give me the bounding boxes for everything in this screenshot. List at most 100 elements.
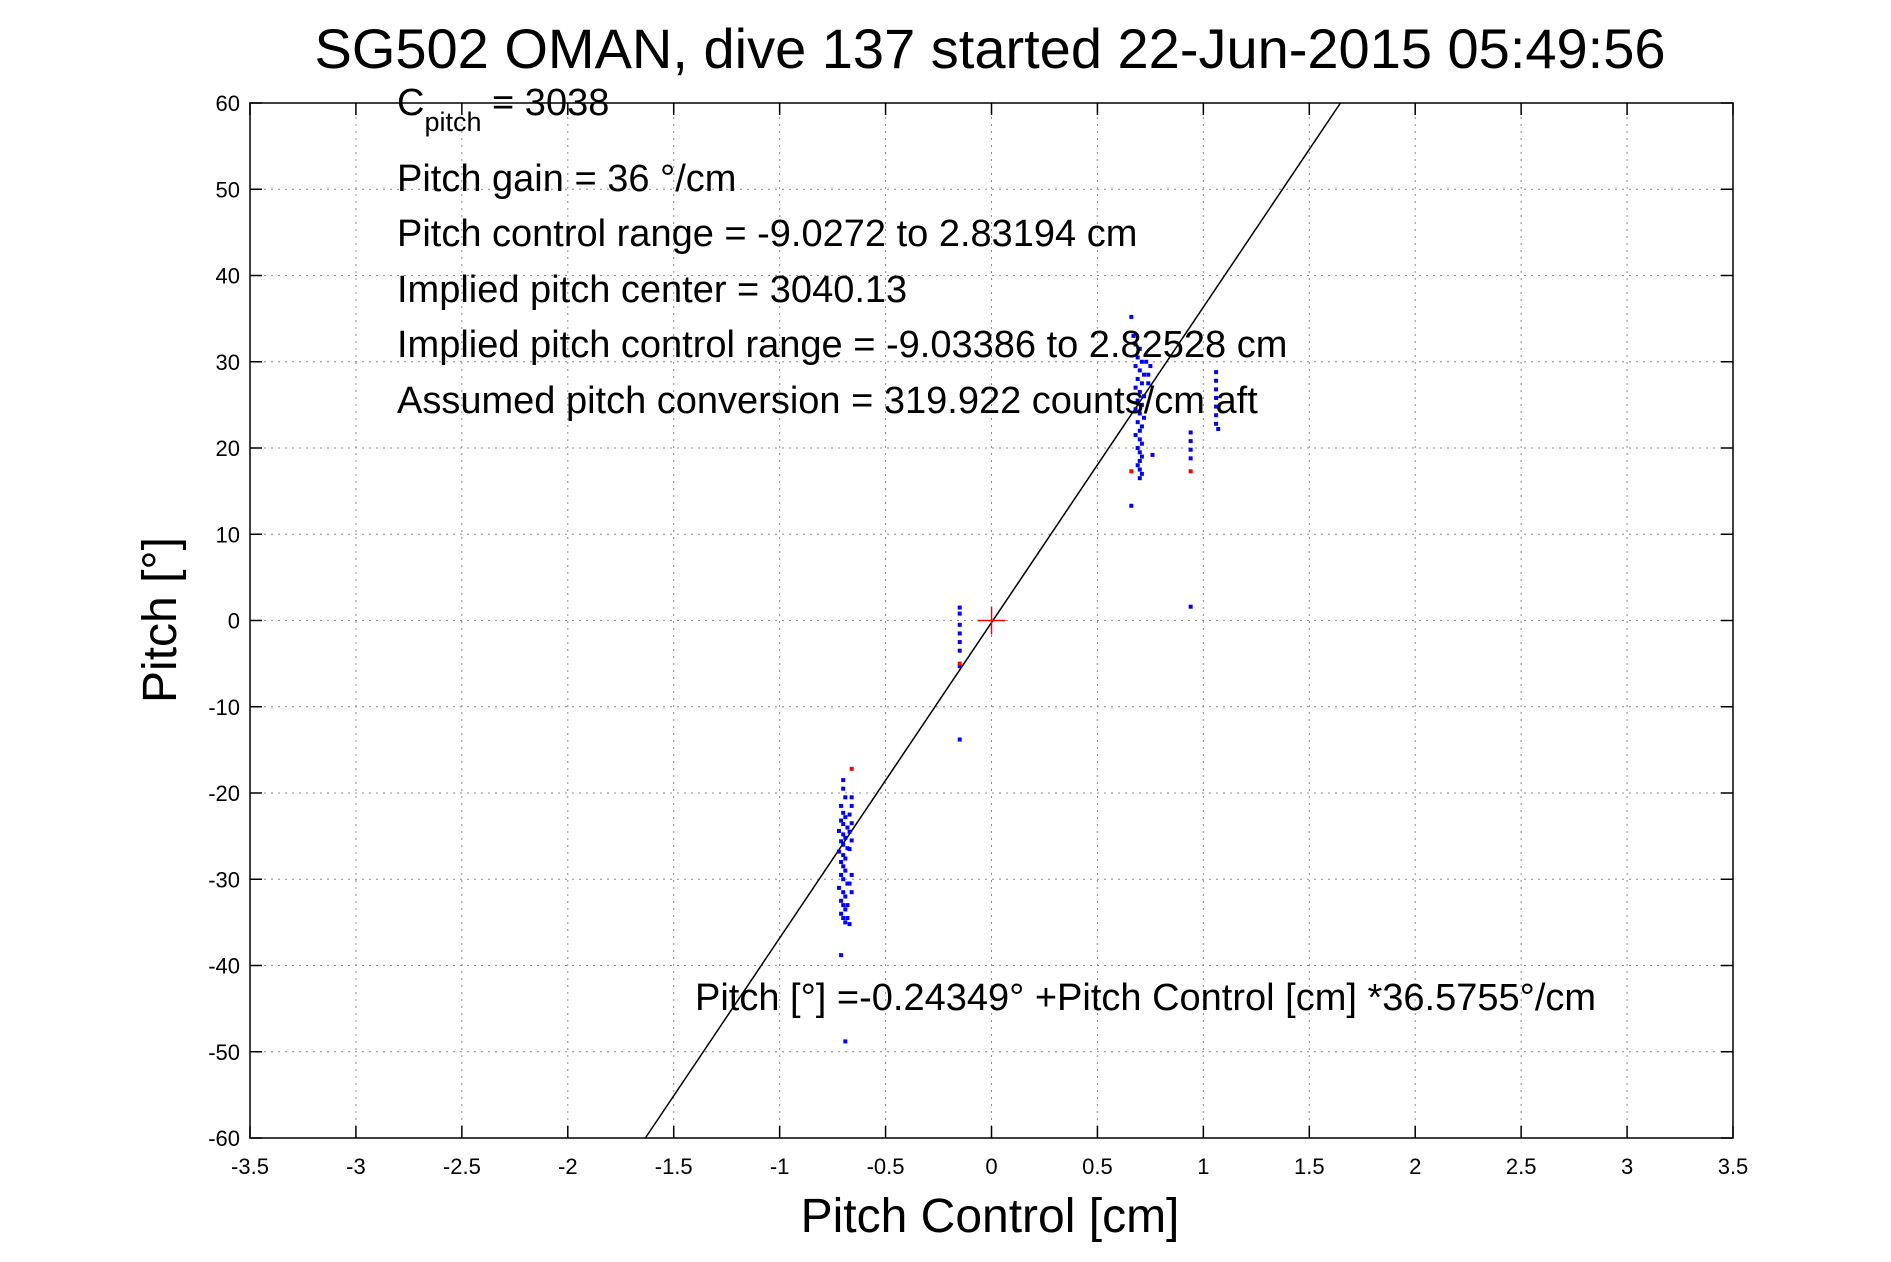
blue-data-point xyxy=(1139,381,1144,386)
blue-data-point xyxy=(1139,359,1144,364)
blue-data-point xyxy=(847,881,852,886)
blue-data-point xyxy=(849,803,854,808)
blue-data-point xyxy=(1144,359,1149,364)
blue-data-point xyxy=(836,885,841,890)
blue-data-point xyxy=(1214,387,1219,392)
blue-data-point xyxy=(849,795,854,800)
blue-data-point xyxy=(1137,346,1142,351)
blue-data-point xyxy=(1188,447,1193,452)
blue-data-point xyxy=(845,846,850,851)
y-tick-label: -10 xyxy=(208,695,240,720)
blue-data-point xyxy=(1139,402,1144,407)
blue-data-point xyxy=(957,611,962,616)
red-data-point xyxy=(1188,469,1193,474)
blue-data-point xyxy=(849,890,854,895)
y-tick-label: 20 xyxy=(216,436,240,461)
x-tick-label: -3 xyxy=(346,1154,366,1179)
blue-data-point xyxy=(1146,381,1151,386)
center-marker-group xyxy=(977,606,1006,635)
blue-data-point xyxy=(841,822,846,827)
blue-data-point xyxy=(1137,476,1142,481)
blue-data-point xyxy=(1148,364,1153,369)
blue-data-point xyxy=(839,953,844,958)
blue-data-point xyxy=(839,860,844,864)
blue-data-point xyxy=(839,803,844,808)
blue-data-point xyxy=(957,664,962,669)
blue-data-point xyxy=(847,829,852,834)
blue-data-point xyxy=(839,839,844,844)
blue-data-point xyxy=(839,911,844,916)
x-tick-label: 0 xyxy=(985,1154,997,1179)
blue-data-point xyxy=(1188,430,1193,435)
y-tick-label: -60 xyxy=(208,1126,240,1151)
blue-data-point xyxy=(841,864,846,869)
blue-data-point xyxy=(843,795,848,800)
x-tick-label: 2 xyxy=(1409,1154,1421,1179)
blue-data-point xyxy=(957,631,962,636)
blue-data-point xyxy=(1142,394,1147,399)
y-tick-label: -20 xyxy=(208,781,240,806)
x-tick-labels: -3.5 -3 -2.5 -2 -1.5 -1 -0.5 0 0.5 1 1.5 2 2.5 3 3.5 xyxy=(231,1154,1748,1179)
y-tick-label: -40 xyxy=(208,954,240,979)
blue-data-point xyxy=(843,835,848,840)
blue-data-point xyxy=(849,872,854,877)
blue-data-point xyxy=(1214,413,1219,418)
blue-data-point xyxy=(1214,378,1219,383)
blue-data-point xyxy=(1131,333,1136,338)
blue-data-point xyxy=(836,849,841,854)
y-tick-label: 50 xyxy=(216,177,240,202)
blue-data-point xyxy=(1137,389,1142,394)
x-tick-label: -1 xyxy=(770,1154,790,1179)
blue-data-point xyxy=(957,622,962,627)
annotations: Cpitch = 3038 Pitch gain = 36 °/cm Pitch… xyxy=(397,82,1596,1019)
blue-data-point xyxy=(1135,377,1140,381)
x-tick-label: 1 xyxy=(1197,1154,1209,1179)
blue-data-point xyxy=(1188,456,1193,461)
blue-data-point xyxy=(845,881,850,886)
blue-data-point xyxy=(841,853,846,858)
blue-data-point xyxy=(1137,411,1142,416)
blue-data-point xyxy=(1214,404,1219,409)
blue-data-point xyxy=(1135,420,1140,425)
blue-data-point xyxy=(845,903,850,908)
x-tick-label: -0.5 xyxy=(867,1154,905,1179)
x-tick-label: -3.5 xyxy=(231,1154,269,1179)
blue-data-point xyxy=(957,605,962,610)
blue-data-point xyxy=(841,916,846,921)
c-pitch-subscript: pitch xyxy=(424,107,481,137)
blue-data-point xyxy=(841,877,846,882)
c-pitch-annotation: Cpitch = 3038 xyxy=(397,82,609,137)
blue-data-point xyxy=(1139,454,1144,459)
y-tick-label: -50 xyxy=(208,1040,240,1065)
blue-data-point xyxy=(1135,463,1140,468)
blue-data-point xyxy=(841,778,846,783)
blue-data-point xyxy=(845,825,850,830)
x-tick-label: 3.5 xyxy=(1718,1154,1749,1179)
blue-data-point xyxy=(1133,342,1138,347)
blue-data-point xyxy=(957,640,962,645)
blue-data-point xyxy=(1137,437,1142,442)
blue-data-point xyxy=(849,838,854,843)
blue-data-point xyxy=(1216,427,1221,432)
blue-data-point xyxy=(849,821,854,826)
red-data-point xyxy=(957,661,962,666)
assumed-pitch-conversion-annotation: Assumed pitch conversion = 319.922 count… xyxy=(397,380,1258,422)
x-axis-label: Pitch Control [cm] xyxy=(801,1190,1180,1243)
x-tick-label: 1.5 xyxy=(1294,1154,1325,1179)
y-tick-label: 40 xyxy=(216,264,240,289)
x-tick-label: 3 xyxy=(1621,1154,1633,1179)
blue-data-point xyxy=(1142,372,1147,377)
blue-data-point xyxy=(1146,372,1151,377)
blue-data-point xyxy=(1129,314,1134,319)
blue-data-point xyxy=(843,815,848,820)
x-tick-label: -2 xyxy=(558,1154,578,1179)
blue-data-point xyxy=(841,903,846,908)
blue-data-point xyxy=(845,916,850,921)
blue-data-point xyxy=(1137,428,1142,433)
grid xyxy=(250,103,1733,1138)
implied-pitch-control-range-annotation: Implied pitch control range = -9.03386 t… xyxy=(397,324,1287,366)
blue-data-point xyxy=(841,832,846,837)
blue-data-point xyxy=(1150,452,1155,457)
blue-data-point xyxy=(1137,368,1142,373)
